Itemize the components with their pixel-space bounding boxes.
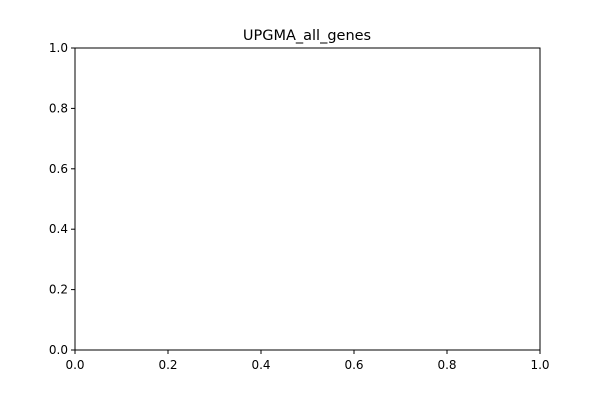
x-tick-label: 0.8 xyxy=(437,358,456,372)
chart-title: UPGMA_all_genes xyxy=(243,28,371,44)
y-axis: 0.0 0.2 0.4 0.6 0.8 1.0 xyxy=(49,41,75,357)
y-tick-label: 0.4 xyxy=(49,222,68,236)
y-tick-label: 0.0 xyxy=(49,343,68,357)
plot-area-frame xyxy=(74,47,541,351)
x-tick-label: 0.0 xyxy=(65,358,84,372)
y-tick-label: 1.0 xyxy=(49,41,68,55)
y-tick-label: 0.6 xyxy=(49,162,68,176)
x-tick-label: 0.6 xyxy=(344,358,363,372)
axes: 0.0 0.2 0.4 0.6 0.8 1.0 0.0 0.2 0.4 0.6 0.8 1.0 xyxy=(49,41,550,372)
x-tick-label: 0.2 xyxy=(158,358,177,372)
y-tick-label: 0.8 xyxy=(49,101,68,115)
x-tick-label: 0.4 xyxy=(251,358,270,372)
x-tick-label: 1.0 xyxy=(530,358,549,372)
y-tick-label: 0.2 xyxy=(49,283,68,297)
x-axis: 0.0 0.2 0.4 0.6 0.8 1.0 xyxy=(65,350,550,372)
